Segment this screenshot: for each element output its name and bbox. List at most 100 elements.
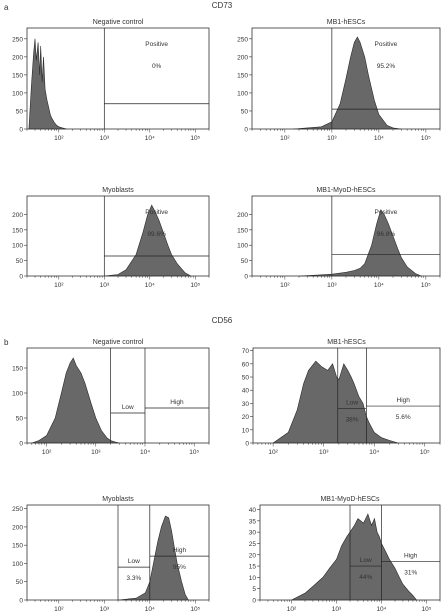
y-tick-label: 50 — [241, 258, 249, 265]
panel-title: Myoblasts — [102, 496, 134, 503]
panel-title: MB1-MyoD-hESCs — [320, 496, 380, 503]
x-tick-label: 10⁴ — [369, 449, 379, 456]
gate-label: High — [170, 399, 184, 406]
panel-a-3: Myoblasts Positive 99.6% 0 50 100 150 200 10² 10³… — [12, 187, 210, 289]
gate-label: Positive — [375, 41, 398, 48]
y-tick-label: 150 — [237, 227, 248, 234]
x-tick-label: 10⁴ — [374, 135, 384, 142]
y-tick-label: 100 — [237, 90, 248, 97]
y-tick-label: 200 — [12, 524, 23, 531]
x-tick-label: 10² — [54, 606, 64, 613]
y-tick-label: 100 — [12, 243, 23, 250]
y-tick-label: 5 — [252, 586, 256, 593]
y-tick-label: 0 — [19, 127, 23, 134]
gate-label: Low — [346, 400, 358, 407]
x-tick-label: 10⁵ — [190, 135, 200, 142]
plot-frame — [26, 27, 210, 130]
section-a-title: CD73 — [212, 1, 233, 10]
x-tick-label: 10⁴ — [374, 282, 384, 289]
y-tick-label: 200 — [237, 54, 248, 61]
x-tick-label: 10⁵ — [420, 449, 430, 456]
gate-label: Low — [122, 404, 134, 411]
panel-b-2: MB1-hESCs Low 38% High 5.6% 0 10 20 30 40 50 60 70 10… — [242, 339, 441, 456]
x-tick-label: 10⁴ — [140, 449, 150, 456]
x-tick-label: 10⁴ — [145, 135, 155, 142]
x-tick-label: 10³ — [91, 449, 101, 456]
y-tick-label: 50 — [16, 416, 24, 423]
y-tick-label: 30 — [249, 530, 257, 537]
gate-label: Positive — [145, 209, 168, 216]
plot-frame — [26, 195, 210, 277]
y-tick-label: 150 — [12, 366, 23, 373]
y-tick-label: 150 — [12, 72, 23, 79]
y-tick-label: 40 — [242, 388, 250, 395]
x-tick-label: 10⁵ — [189, 449, 199, 456]
gate-label: Low — [360, 557, 372, 564]
histogram-area — [293, 36, 402, 130]
y-tick-label: 100 — [12, 391, 23, 398]
y-tick-label: 20 — [249, 552, 257, 559]
gate-label: Positive — [375, 209, 398, 216]
y-tick-label: 50 — [241, 108, 249, 115]
y-tick-label: 0 — [19, 274, 23, 281]
y-tick-label: 150 — [12, 227, 23, 234]
panel-a-4: MB1-MyoD-hESCs Positive 96.8% 0 50 100 150 200 1… — [237, 187, 441, 289]
x-tick-label: 10⁵ — [421, 606, 431, 613]
histogram-area — [272, 360, 399, 444]
y-tick-label: 100 — [12, 561, 23, 568]
y-tick-label: 10 — [242, 427, 250, 434]
y-tick-label: 0 — [244, 274, 248, 281]
plot-frame — [252, 347, 441, 444]
gate-percentage: 95% — [173, 564, 186, 571]
gate-percentage: 44% — [359, 574, 372, 581]
y-tick-label: 50 — [16, 108, 24, 115]
y-tick-label: 150 — [12, 543, 23, 550]
gate-label: High — [397, 397, 411, 404]
panel-title: MB1-hESCs — [327, 19, 366, 26]
y-tick-label: 50 — [16, 258, 24, 265]
x-tick-label: 10⁴ — [145, 606, 155, 613]
y-tick-label: 0 — [19, 441, 23, 448]
y-tick-label: 100 — [12, 90, 23, 97]
y-tick-label: 0 — [252, 598, 256, 605]
histogram-area — [291, 513, 418, 601]
y-tick-label: 50 — [242, 375, 250, 382]
y-tick-label: 35 — [249, 518, 257, 525]
panel-title: MB1-MyoD-hESCs — [316, 187, 376, 194]
x-tick-label: 10⁴ — [376, 606, 386, 613]
x-tick-label: 10³ — [332, 606, 342, 613]
panel-title: Negative control — [93, 19, 144, 26]
x-tick-label: 10⁵ — [421, 135, 431, 142]
y-tick-label: 0 — [245, 441, 249, 448]
x-tick-label: 10³ — [100, 135, 110, 142]
gate-label: High — [404, 553, 418, 560]
panel-title: Myoblasts — [102, 187, 134, 194]
y-tick-label: 0 — [19, 598, 23, 605]
histogram-area — [104, 204, 192, 277]
y-tick-label: 30 — [242, 401, 250, 408]
x-tick-label: 10³ — [100, 606, 110, 613]
panel-b-4: MB1-MyoD-hESCs Low 44% High 31% 0 5 10 15 20 25 30 3… — [249, 496, 441, 613]
x-tick-label: 10² — [42, 449, 52, 456]
gate-percentage: 95.2% — [377, 63, 396, 70]
x-tick-label: 10⁵ — [190, 282, 200, 289]
x-tick-label: 10³ — [327, 135, 337, 142]
gate-percentage: 0% — [152, 63, 162, 70]
panel-title: MB1-hESCs — [327, 339, 366, 346]
y-tick-label: 10 — [249, 575, 257, 582]
x-tick-label: 10² — [54, 135, 64, 142]
section-b-letter: b — [4, 338, 9, 347]
y-tick-label: 200 — [12, 54, 23, 61]
gate-label: High — [173, 547, 187, 554]
plot-frame — [26, 347, 210, 444]
gate-label: Low — [128, 558, 140, 565]
panel-a-1: Negative control Positive 0% 0 50 100 150 200 25… — [12, 19, 210, 142]
x-tick-label: 10⁵ — [421, 282, 431, 289]
gate-percentage: 38% — [346, 417, 359, 424]
x-tick-label: 10² — [280, 282, 290, 289]
x-tick-label: 10³ — [100, 282, 110, 289]
panel-a-2: MB1-hESCs Positive 95.2% 0 50 100 150 200 250 10²… — [237, 19, 441, 142]
gate-percentage: 99.6% — [147, 231, 166, 238]
y-tick-label: 25 — [249, 541, 257, 548]
